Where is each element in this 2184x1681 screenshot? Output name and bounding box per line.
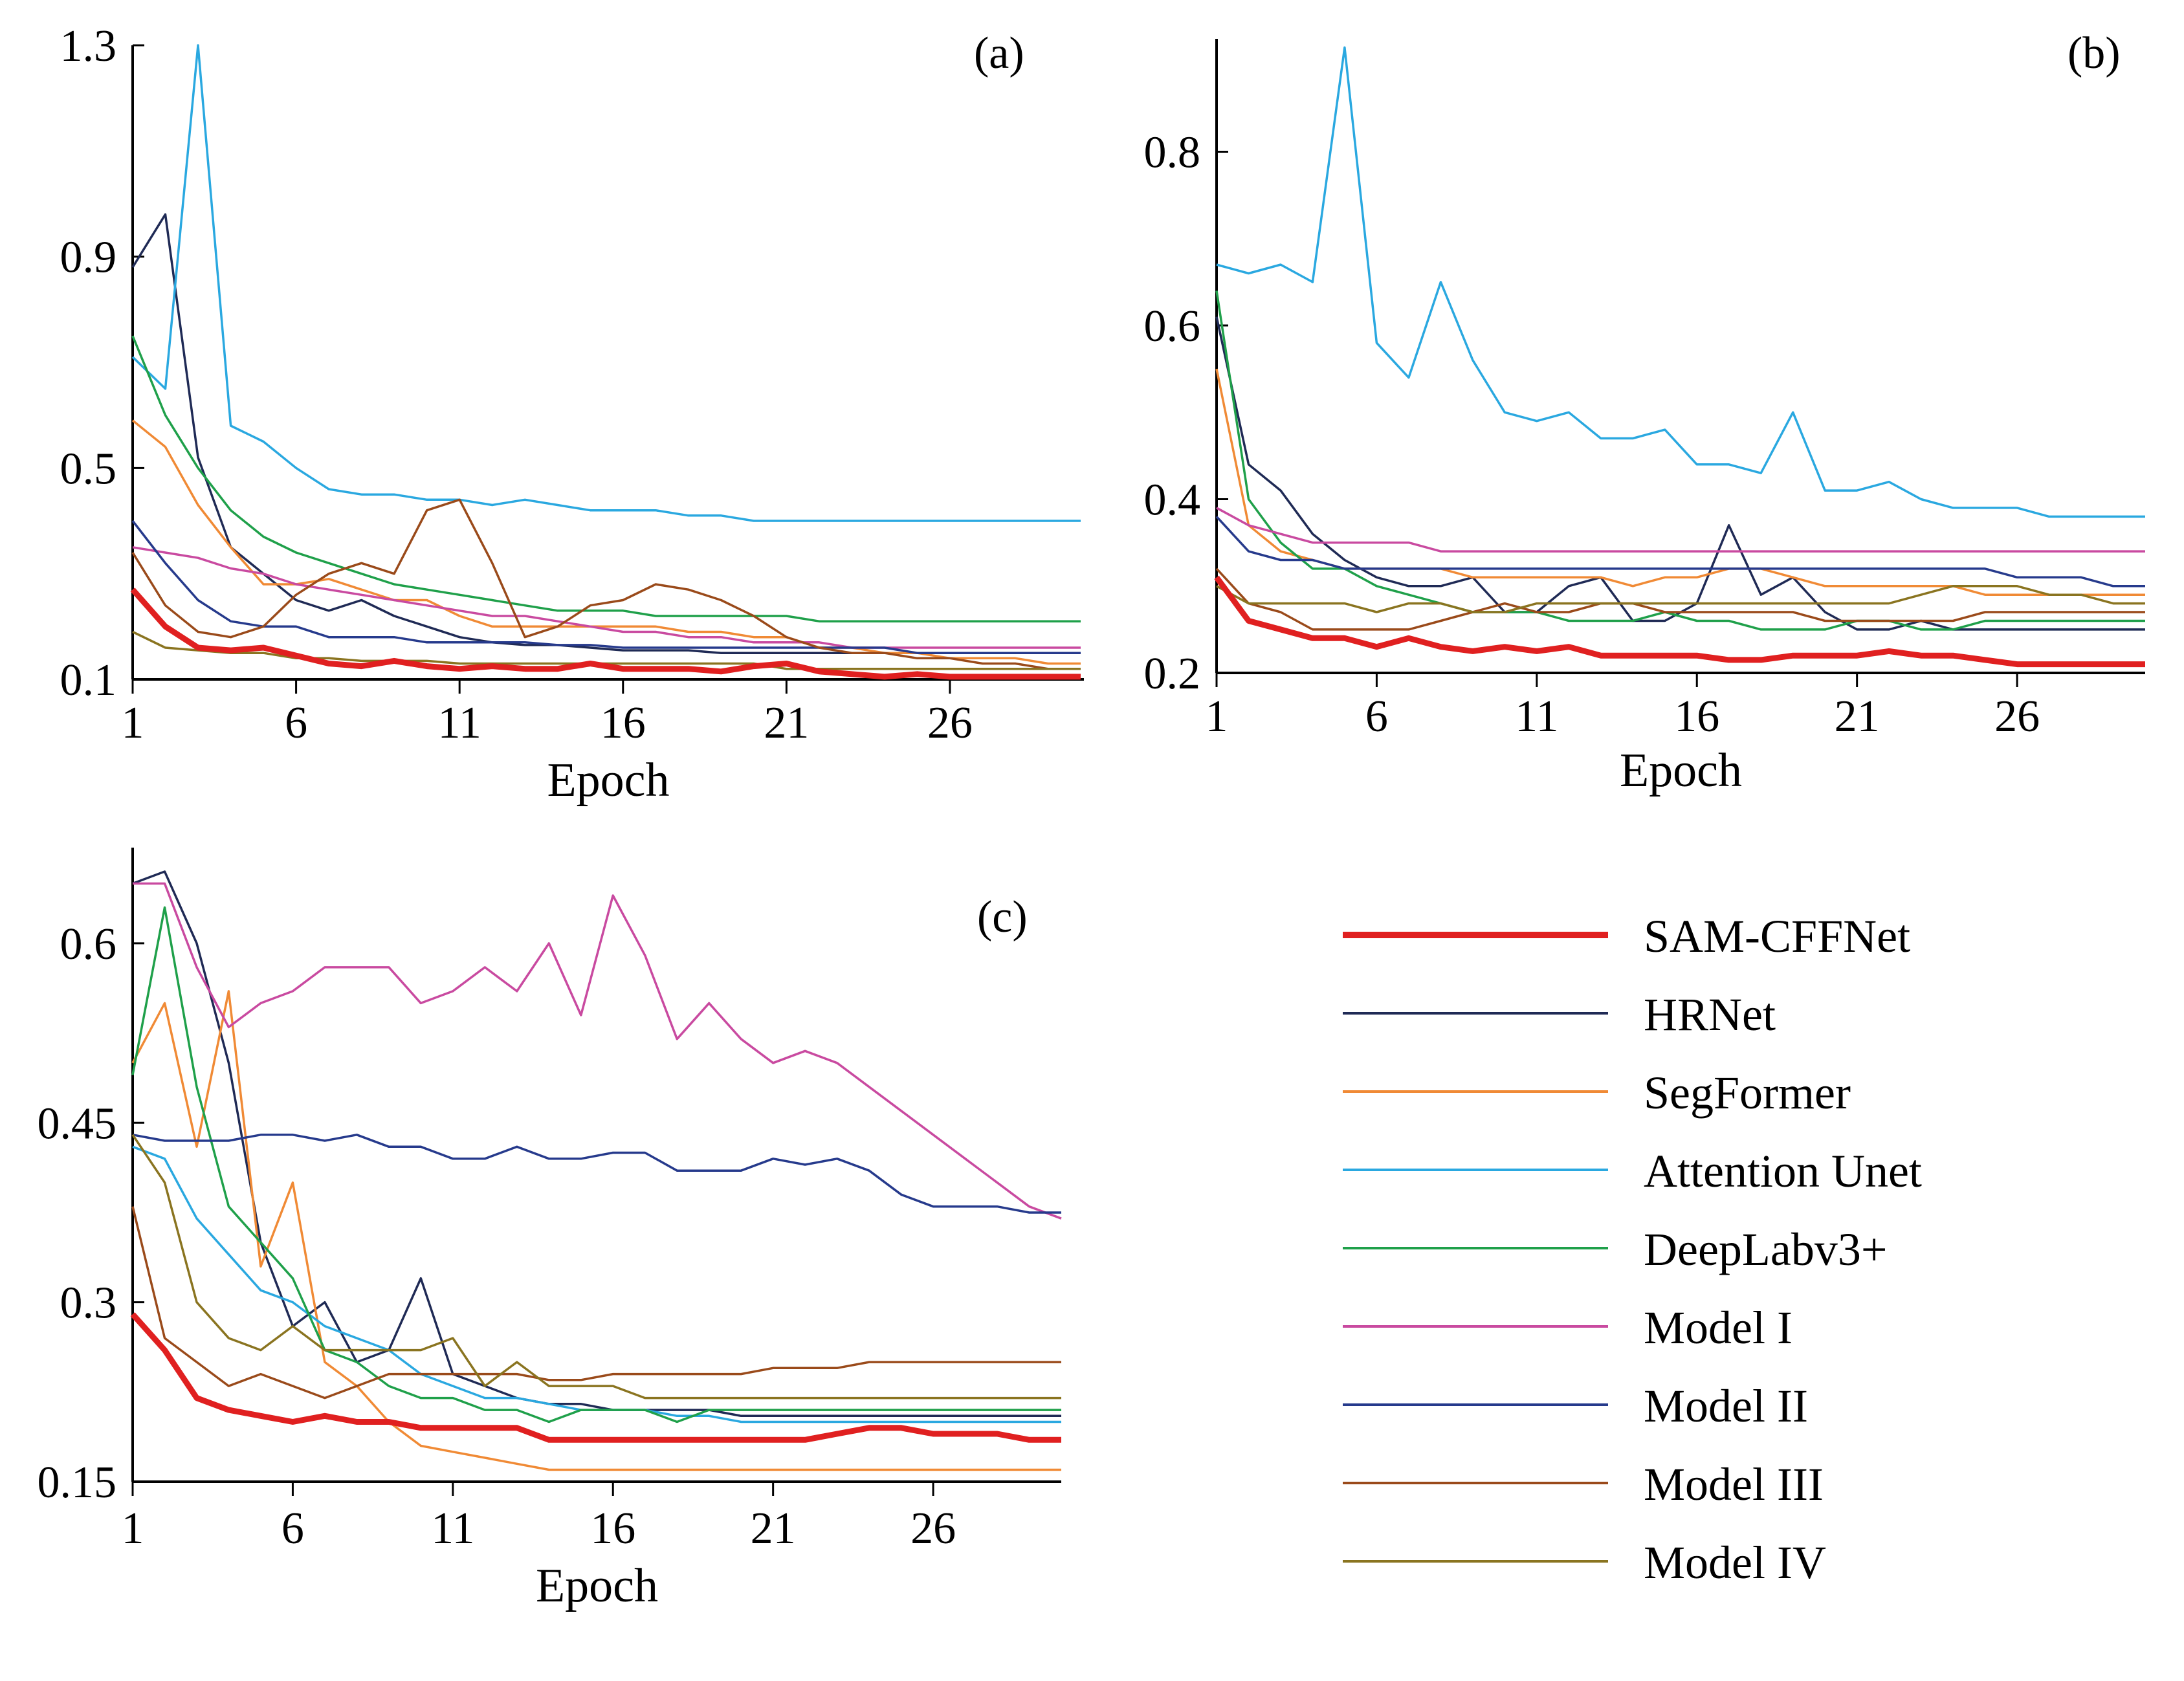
y-tick-label: 0.8 — [1144, 128, 1201, 178]
y-tick-label: 0.3 — [60, 1279, 117, 1328]
series-line-model-iii — [131, 498, 1081, 670]
x-tick-label: 6 — [1365, 692, 1388, 742]
series-line-sam-cffnet — [130, 1312, 1061, 1443]
x-tick-label: 11 — [431, 1504, 474, 1554]
y-tick-label: 0.1 — [60, 655, 117, 705]
x-tick-label: 11 — [437, 698, 481, 748]
legend-label: HRNet — [1644, 989, 1776, 1040]
series-line-attention-unet — [132, 1145, 1061, 1423]
legend-label: DeepLabv3+ — [1644, 1224, 1887, 1275]
legend-label: Model IV — [1644, 1537, 1826, 1588]
series-line-model-ii — [1215, 516, 2145, 588]
series-line-model-ii — [132, 1134, 1061, 1214]
legend-entry: Model III — [1343, 1458, 1824, 1510]
series-line-hrnet — [131, 213, 1081, 654]
series-line-model-iii — [1215, 567, 2145, 631]
x-tick-label: 26 — [910, 1504, 956, 1554]
y-tick-label: 0.6 — [1144, 302, 1201, 351]
legend-entry: Attention Unet — [1343, 1145, 1922, 1197]
y-tick-label: 0.15 — [38, 1458, 117, 1508]
legend-label: SegFormer — [1644, 1067, 1851, 1119]
x-axis-label: Epoch — [1620, 744, 1742, 797]
series-line-model-iv — [131, 1134, 1061, 1400]
y-tick-label: 0.45 — [38, 1099, 117, 1148]
legend-entry: Model I — [1343, 1302, 1792, 1354]
series-line-model-i — [1216, 507, 2145, 553]
legend-label: SAM-CFFNet — [1644, 910, 1910, 962]
legend-label: Attention Unet — [1644, 1145, 1922, 1197]
series-line-deeplabv3- — [131, 335, 1081, 622]
panel-label: (a) — [974, 28, 1024, 78]
legend-label: Model I — [1644, 1302, 1792, 1354]
x-tick-label: 21 — [764, 698, 809, 748]
series-line-model-iv — [1216, 585, 2145, 613]
y-tick-label: 1.3 — [60, 21, 117, 71]
x-tick-label: 21 — [751, 1504, 796, 1554]
series-line-segformer — [131, 990, 1061, 1471]
x-tick-label: 16 — [590, 1504, 635, 1554]
series-line-model-i — [133, 882, 1062, 1220]
series-line-deeplabv3- — [131, 906, 1061, 1423]
series-line-attention-unet — [131, 44, 1081, 522]
legend-entry: DeepLabv3+ — [1343, 1224, 1887, 1275]
series-line-model-iii — [131, 1206, 1061, 1400]
series-line-deeplabv3- — [1215, 291, 2145, 631]
y-tick-label: 0.2 — [1144, 649, 1201, 699]
x-axis-label: Epoch — [536, 1559, 658, 1612]
legend-entry: SegFormer — [1343, 1067, 1851, 1119]
x-tick-label: 6 — [281, 1504, 304, 1554]
series-line-sam-cffnet — [1214, 575, 2145, 668]
panel-label: (c) — [977, 892, 1028, 942]
series-line-sam-cffnet — [130, 588, 1081, 680]
series-line-model-ii — [131, 520, 1081, 654]
series-line-segformer — [1215, 368, 2145, 596]
panel-label: (b) — [2068, 28, 2121, 78]
x-tick-label: 16 — [601, 698, 646, 748]
y-tick-label: 0.6 — [60, 919, 117, 969]
x-tick-label: 1 — [122, 1504, 144, 1554]
series-line-model-i — [132, 546, 1081, 649]
legend-entry: SAM-CFFNet — [1343, 910, 1910, 962]
x-tick-label: 6 — [285, 698, 307, 748]
series-line-attention-unet — [1216, 46, 2145, 518]
x-axis-label: Epoch — [547, 754, 669, 807]
x-tick-label: 1 — [1206, 692, 1228, 742]
y-tick-label: 0.4 — [1144, 476, 1201, 525]
x-tick-label: 26 — [1994, 692, 2040, 742]
x-tick-label: 16 — [1674, 692, 1719, 742]
legend-label: Model III — [1644, 1458, 1824, 1510]
legend: SAM-CFFNet HRNet SegFormer Attention Unet De… — [1343, 910, 1922, 1588]
legend-label: Model II — [1644, 1380, 1808, 1432]
y-tick-label: 0.5 — [60, 444, 117, 494]
series-line-hrnet — [132, 870, 1061, 1418]
legend-entry: HRNet — [1343, 989, 1776, 1040]
series-line-hrnet — [1215, 316, 2145, 631]
y-tick-label: 0.9 — [60, 233, 117, 283]
x-tick-label: 26 — [927, 698, 973, 748]
legend-entry: Model II — [1343, 1380, 1808, 1432]
x-tick-label: 1 — [122, 698, 144, 748]
x-tick-label: 21 — [1835, 692, 1880, 742]
x-tick-label: 11 — [1515, 692, 1558, 742]
legend-entry: Model IV — [1343, 1537, 1826, 1588]
